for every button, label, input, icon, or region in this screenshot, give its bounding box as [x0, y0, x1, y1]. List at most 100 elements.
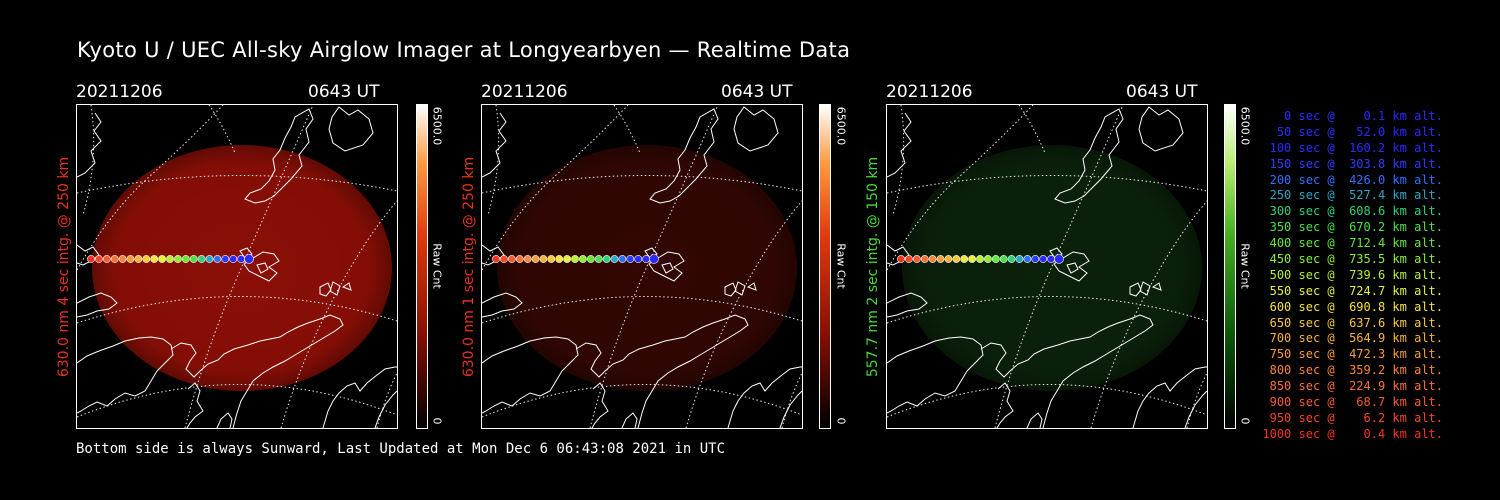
- grid-line: [82, 105, 95, 216]
- track-marker: [991, 255, 1000, 263]
- track-marker: [244, 254, 254, 264]
- track-marker: [94, 255, 103, 263]
- panel-2-time: 0643 UT: [721, 82, 793, 102]
- grid-line: [184, 105, 314, 428]
- coastline: [256, 262, 269, 274]
- coastline: [322, 366, 397, 428]
- coastline: [644, 247, 658, 259]
- panel-3-cbar-min: 0: [1238, 417, 1252, 425]
- grid-line: [1018, 105, 1046, 154]
- coastline: [482, 336, 579, 414]
- track-marker: [237, 255, 245, 263]
- track-marker: [555, 255, 564, 263]
- coastline: [621, 412, 638, 428]
- legend-entry: 950 sec @ 6.2 km alt.: [1262, 410, 1443, 425]
- track-marker: [952, 255, 961, 263]
- panel-1-cbar-min: 0: [430, 417, 444, 425]
- track-marker: [158, 255, 166, 263]
- track-marker: [87, 255, 95, 263]
- coastline: [243, 251, 280, 282]
- track-marker: [571, 255, 579, 263]
- satellite-track: [897, 254, 1064, 264]
- track-marker: [944, 255, 953, 263]
- coastline: [1129, 282, 1142, 297]
- legend-entry: 650 sec @ 637.6 km alt.: [1262, 315, 1443, 330]
- lat-lon-grid: [887, 105, 1207, 428]
- panel-3-cbar-unit: Raw Cnt: [1238, 243, 1252, 289]
- track-marker: [205, 255, 214, 263]
- panel-2-allsky-map: [481, 104, 803, 429]
- track-marker: [134, 255, 143, 263]
- grid-line: [1090, 200, 1207, 428]
- grid-line: [487, 105, 500, 216]
- panel-3-time: 0643 UT: [1126, 82, 1198, 102]
- coastline: [328, 106, 374, 152]
- track-marker: [960, 255, 969, 263]
- page-title: Kyoto U / UEC All-sky Airglow Imager at …: [77, 38, 851, 62]
- grid-line: [280, 200, 397, 428]
- track-marker: [912, 255, 921, 263]
- coastline: [575, 314, 749, 428]
- track-marker: [626, 255, 635, 263]
- coastline: [887, 336, 984, 414]
- track-marker: [920, 255, 929, 263]
- coastline: [648, 251, 685, 282]
- coastline: [1138, 106, 1184, 152]
- coastline: [1053, 251, 1090, 282]
- panel-3-allsky-map: [886, 104, 1208, 429]
- coastline: [591, 382, 609, 428]
- coastline: [77, 112, 102, 178]
- track-marker: [150, 255, 159, 263]
- track-marker: [221, 255, 230, 263]
- airglow-image: [902, 145, 1202, 391]
- coastline: [1132, 366, 1207, 428]
- grid-line: [208, 105, 236, 154]
- track-marker: [189, 255, 198, 263]
- coastline: [887, 244, 910, 266]
- legend-entry: 600 sec @ 690.8 km alt.: [1262, 299, 1443, 314]
- legend-entry: 150 sec @ 303.8 km alt.: [1262, 156, 1443, 171]
- track-marker: [539, 255, 548, 263]
- track-marker: [904, 255, 913, 263]
- coastline: [996, 382, 1014, 428]
- track-marker: [531, 255, 540, 263]
- track-marker: [968, 255, 976, 263]
- legend-entry: 550 sec @ 724.7 km alt.: [1262, 283, 1443, 298]
- grid-line: [887, 384, 1207, 418]
- grid-line: [887, 174, 1207, 194]
- legend-entry: 50 sec @ 52.0 km alt.: [1262, 124, 1443, 139]
- coastline: [319, 282, 332, 297]
- coastline: [341, 282, 352, 291]
- track-marker: [594, 255, 603, 263]
- coastline: [170, 314, 344, 428]
- track-marker: [213, 255, 222, 263]
- legend-entry: 1000 sec @ 0.4 km alt.: [1262, 426, 1443, 441]
- coastline: [779, 390, 802, 428]
- track-marker: [126, 255, 135, 263]
- grid-line: [77, 384, 397, 418]
- track-marker: [1007, 255, 1016, 263]
- coastline: [746, 282, 757, 291]
- coastlines: [482, 106, 802, 428]
- coastline: [239, 247, 253, 259]
- coastline: [734, 281, 746, 296]
- legend-entry: 850 sec @ 224.9 km alt.: [1262, 379, 1443, 394]
- track-marker: [110, 255, 119, 263]
- track-marker: [142, 255, 151, 263]
- grid-line: [781, 372, 802, 428]
- coastline: [77, 244, 100, 266]
- panel-2-date: 20211206: [481, 82, 568, 102]
- panel-2-cbar-max: 6500.0: [834, 106, 848, 146]
- legend-entry: 200 sec @ 426.0 km alt.: [1262, 172, 1443, 187]
- track-marker: [579, 255, 587, 263]
- legend-entry: 800 sec @ 359.2 km alt.: [1262, 363, 1443, 378]
- track-marker: [634, 255, 643, 263]
- panel-3-colorbar: [1224, 104, 1236, 429]
- track-marker: [515, 255, 524, 263]
- track-marker: [610, 255, 619, 263]
- coastline: [1066, 262, 1079, 274]
- grid-line: [482, 384, 802, 418]
- coastline: [887, 112, 912, 178]
- track-marker: [118, 255, 127, 263]
- track-marker: [1031, 255, 1040, 263]
